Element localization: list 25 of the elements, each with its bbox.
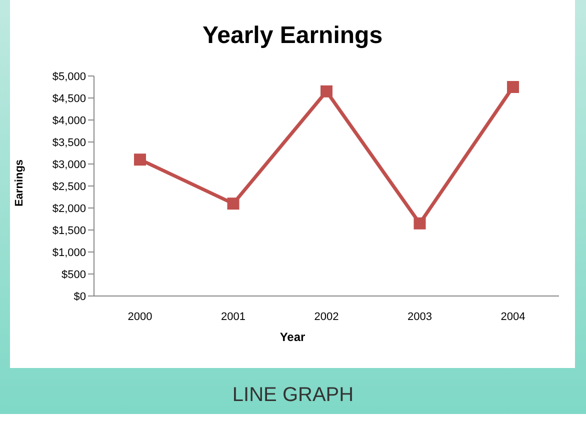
y-tick-label: $1,000	[52, 246, 86, 259]
point	[507, 81, 519, 93]
x-tick-label: 2003	[408, 310, 432, 323]
y-tick-label: $1,500	[52, 224, 86, 237]
point	[134, 154, 146, 166]
y-tick-label: $500	[62, 268, 86, 281]
y-axis-title: Earnings	[14, 159, 26, 207]
text: LINE GRAPH	[232, 384, 354, 406]
y-tick-label: $3,500	[52, 136, 86, 149]
y-tick-label: $5,000	[52, 70, 86, 83]
y-tick-label: $4,000	[52, 114, 86, 127]
x-tick-label: 2002	[314, 310, 339, 323]
x-tick-label: 2004	[500, 310, 526, 323]
chart-title: Yearly Earnings	[201, 21, 384, 51]
x-tick-label: 2000	[128, 310, 152, 323]
point	[414, 217, 426, 230]
point	[320, 85, 332, 98]
point	[227, 198, 240, 210]
y-tick-label: $4,500	[52, 92, 86, 105]
y-tick-label: $2,500	[52, 180, 86, 193]
x-tick-label: 2001	[221, 310, 246, 323]
y-tick-label: $2,000	[52, 202, 86, 215]
y-tick-label: $3,000	[52, 158, 86, 171]
y-tick-label: $0	[74, 290, 86, 303]
x-axis-title: Year	[278, 330, 306, 344]
